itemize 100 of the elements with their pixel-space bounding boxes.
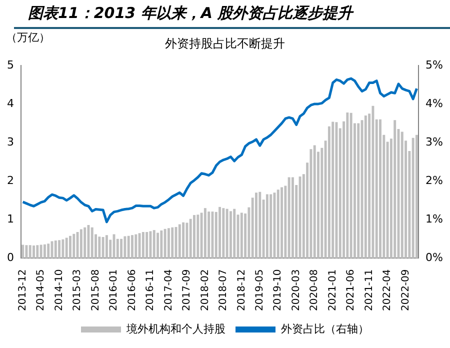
x-tick-label: 2022-04 — [382, 269, 394, 312]
bar — [84, 227, 86, 258]
x-tick-label: 2020-08 — [309, 269, 320, 312]
bar — [288, 177, 290, 258]
bar — [193, 215, 196, 258]
bar — [189, 218, 192, 258]
y2-tick-label: 4% — [426, 96, 443, 110]
bar — [131, 235, 134, 258]
legend-label: 境外机构和个人持股 — [126, 322, 226, 336]
bar — [240, 212, 243, 258]
bar — [270, 194, 272, 258]
bar — [58, 240, 61, 258]
bar — [142, 232, 144, 258]
bar — [164, 228, 166, 258]
bar — [120, 238, 123, 258]
x-tick-label: 2017-04 — [163, 269, 174, 312]
x-tick-label: 2020-03 — [290, 269, 302, 312]
bar — [43, 244, 46, 258]
bar — [124, 236, 126, 258]
x-tick-label: 2015-03 — [72, 269, 84, 312]
bar — [171, 227, 174, 258]
y-tick-label: 5 — [7, 58, 14, 72]
y2-tick-label: 2% — [426, 174, 443, 187]
bar — [80, 229, 82, 258]
x-tick-label: 2018-02 — [200, 269, 211, 312]
bar — [40, 244, 42, 258]
bar — [22, 244, 24, 258]
x-tick-label: 2016-01 — [108, 269, 120, 312]
bar — [379, 119, 382, 258]
bar — [186, 222, 188, 258]
bar — [98, 236, 101, 258]
bar — [47, 244, 50, 258]
x-tick-label: 2021-06 — [346, 269, 357, 312]
y2-tick-label: 0% — [426, 251, 443, 264]
x-tick-label: 2016-06 — [126, 269, 138, 312]
bar — [72, 234, 76, 258]
bar — [346, 112, 349, 258]
bar — [152, 230, 156, 258]
x-tick-label: 2019-05 — [254, 269, 266, 312]
x-tick-label: 2016-11 — [145, 269, 156, 312]
y2-tick-label: 5% — [426, 58, 443, 72]
bar — [160, 230, 163, 258]
bar — [291, 177, 294, 258]
bar — [87, 225, 90, 258]
bar — [233, 208, 236, 258]
bar — [90, 227, 94, 258]
bar — [204, 208, 206, 258]
bar — [229, 211, 232, 258]
bar — [62, 239, 64, 258]
bar — [105, 235, 108, 258]
bar — [36, 245, 39, 258]
y2-tick-label: 3% — [426, 135, 443, 148]
bar — [400, 132, 404, 258]
y-tick-label: 2 — [7, 174, 14, 187]
bar — [310, 149, 312, 258]
bar — [76, 232, 79, 258]
x-tick-label: 2019-10 — [272, 269, 284, 312]
bar — [138, 233, 141, 258]
x-tick-label: 2015-08 — [90, 269, 102, 312]
bar — [65, 238, 68, 258]
x-tick-label: 2018-12 — [236, 269, 248, 312]
bar — [350, 112, 352, 258]
bar — [332, 122, 334, 258]
bar — [134, 234, 138, 258]
chart-title: 图表11：2013 年以来，A 股外资占比逐步提升 — [14, 0, 450, 29]
bar — [218, 206, 222, 258]
bar — [196, 214, 200, 258]
bar — [156, 232, 159, 258]
bar — [208, 212, 210, 258]
bar — [258, 192, 262, 258]
bar — [357, 123, 360, 258]
bar — [54, 240, 57, 258]
bar — [280, 187, 284, 258]
x-tick-label: 2014-10 — [54, 269, 65, 312]
bar — [226, 208, 228, 258]
bar — [69, 236, 72, 258]
bar — [127, 236, 130, 258]
bar — [364, 116, 367, 258]
bar — [178, 224, 181, 258]
y2-tick-label: 1% — [426, 212, 443, 226]
bar — [222, 208, 225, 258]
bar — [149, 231, 152, 258]
bar — [415, 134, 418, 258]
bar — [25, 245, 28, 258]
y-axis-title: （万亿） — [6, 30, 50, 44]
x-tick-label: 2014-05 — [36, 269, 47, 312]
bar — [116, 238, 119, 258]
legend-label: 外资占比（右轴） — [281, 322, 369, 336]
bar — [394, 120, 396, 258]
y-tick-label: 0 — [7, 251, 14, 264]
bar — [211, 212, 214, 258]
x-tick-label: 2017-09 — [182, 269, 193, 312]
bar — [266, 194, 268, 258]
x-tick-label: 2021-11 — [364, 269, 375, 312]
bar — [146, 232, 148, 258]
y-tick-label: 3 — [7, 135, 14, 148]
bar — [32, 245, 35, 258]
bar — [28, 245, 32, 258]
x-tick-label: 2013-12 — [17, 269, 28, 312]
bar — [255, 192, 258, 258]
